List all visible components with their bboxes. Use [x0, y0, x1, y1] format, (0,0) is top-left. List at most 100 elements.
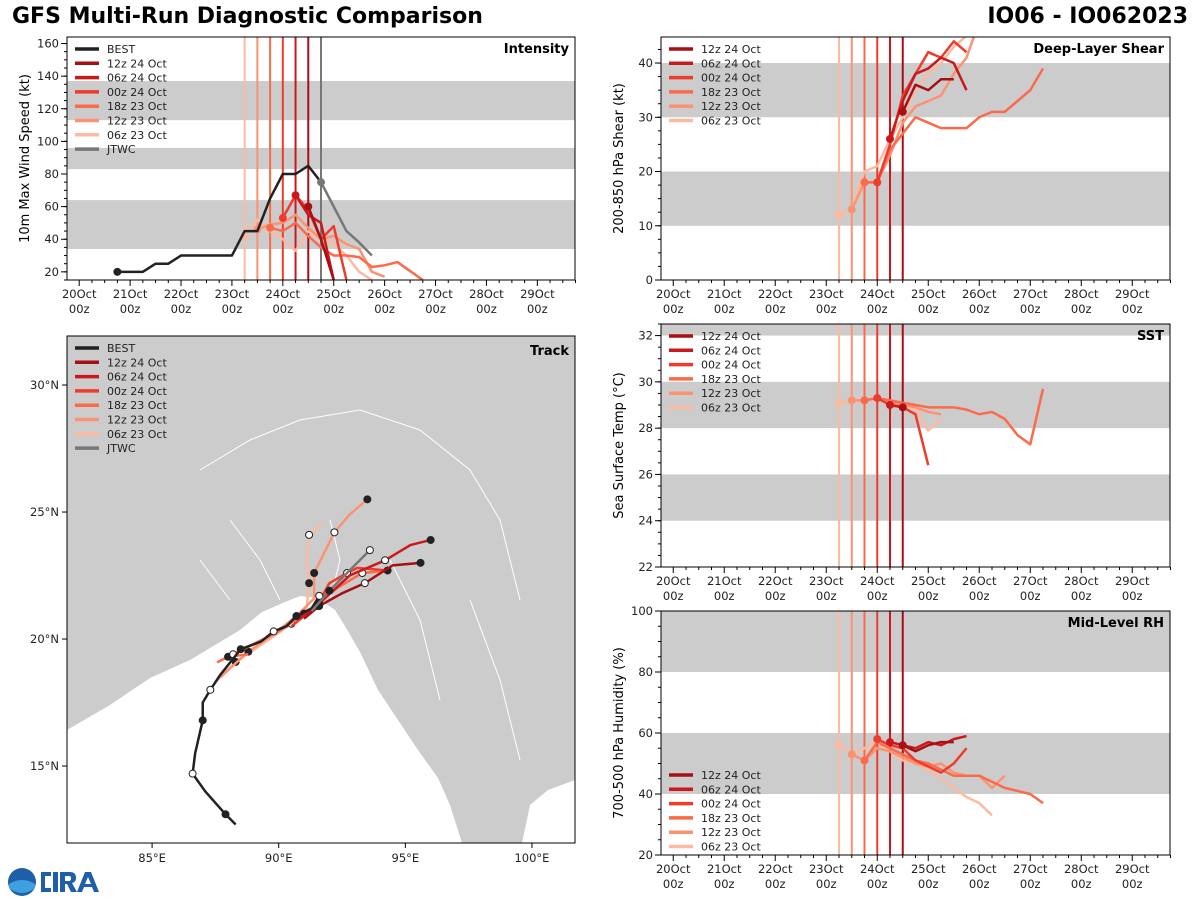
track-point	[269, 627, 278, 636]
y-tick-label: 40	[638, 56, 653, 70]
legend-label-06z-23-oct: 06z 23 Oct	[107, 428, 167, 441]
x-tick-label: 26Oct	[962, 862, 997, 876]
y-tick-label: 100	[37, 134, 59, 148]
x-tick-label: 00z	[867, 877, 888, 891]
init-point-06z-23-oct	[834, 398, 843, 407]
legend-label-00z-24-oct: 00z 24 Oct	[701, 72, 761, 85]
y-tick-label: 40	[638, 787, 653, 801]
legend-label-00z-24-oct: 00z 24 Oct	[701, 798, 761, 811]
x-tick-label: 00z	[272, 302, 293, 316]
x-tick-label: 24Oct	[266, 287, 301, 301]
x-tick-label: 20Oct	[656, 287, 691, 301]
track-point	[188, 769, 197, 778]
init-point-12z-23-oct	[847, 750, 856, 759]
y-axis-label: 200-850 hPa Shear (kt)	[612, 83, 627, 234]
x-tick-label: 25Oct	[911, 862, 946, 876]
x-tick-label: 27Oct	[1013, 574, 1048, 588]
x-tick-label: 00z	[222, 302, 243, 316]
legend-label-06z-24-oct: 06z 24 Oct	[701, 57, 761, 70]
track-point	[360, 579, 369, 588]
legend-label-12z-24-oct: 12z 24 Oct	[701, 769, 761, 782]
y-tick-label: 30°N	[30, 378, 59, 392]
y-tick-label: 22	[638, 560, 653, 574]
x-tick-label: 28Oct	[469, 287, 504, 301]
x-tick-label: 00z	[663, 589, 684, 603]
y-tick-label: 30	[638, 375, 653, 389]
x-tick-label: 28Oct	[1064, 574, 1099, 588]
x-tick-label: 00z	[969, 302, 990, 316]
y-tick-label: 0	[646, 273, 653, 287]
x-tick-label: 20Oct	[62, 287, 97, 301]
x-tick-label: 21Oct	[707, 574, 742, 588]
x-tick-label: 00z	[714, 877, 735, 891]
x-tick-label: 00z	[323, 302, 344, 316]
x-tick-label: 00z	[374, 302, 395, 316]
y-tick-label: 80	[44, 167, 59, 181]
series-06z-24-oct	[888, 56, 968, 140]
init-point-06z-23-oct	[834, 210, 843, 219]
x-tick-label: 00z	[867, 589, 888, 603]
x-tick-label: 00z	[425, 302, 446, 316]
x-tick-label: 00z	[1122, 302, 1143, 316]
init-point-06z-24-oct	[885, 401, 894, 409]
legend-label-12z-23-oct: 12z 23 Oct	[107, 115, 167, 128]
x-tick-label: 00z	[918, 589, 939, 603]
x-tick-label: 23Oct	[809, 287, 844, 301]
track-point	[426, 535, 435, 544]
plot-area	[661, 611, 1170, 855]
y-axis-label: 700-500 hPa Humidity (%)	[612, 647, 627, 819]
legend-label-12z-24-oct: 12z 24 Oct	[107, 57, 167, 70]
x-tick-label: 00z	[867, 302, 888, 316]
init-point-06z-24-oct	[885, 738, 894, 747]
x-tick-label: 85°E	[138, 851, 166, 865]
y-tick-label: 60	[638, 726, 653, 740]
init-point-12z-23-oct	[847, 205, 856, 214]
y-tick-label: 160	[37, 37, 59, 51]
x-tick-label: 00z	[918, 302, 939, 316]
x-tick-label: 00z	[918, 877, 939, 891]
track-point	[305, 530, 314, 539]
legend-label-12z-23-oct: 12z 23 Oct	[701, 100, 761, 113]
x-tick-label: 22Oct	[758, 574, 793, 588]
track-point	[325, 586, 334, 595]
series-18z-23-oct	[864, 67, 1045, 184]
series-12z-24-oct	[902, 740, 954, 753]
panel-title: Intensity	[504, 42, 570, 57]
track-point	[198, 716, 207, 725]
legend-label-06z-23-oct: 06z 23 Oct	[701, 402, 761, 415]
init-point-00z-24-oct	[278, 214, 287, 223]
track-point	[221, 810, 230, 819]
init-point-jtwc	[317, 178, 325, 187]
legend-label-best: BEST	[107, 342, 135, 355]
y-tick-label: 26	[638, 467, 653, 481]
x-tick-label: 28Oct	[1064, 287, 1099, 301]
y-tick-label: 20	[638, 165, 653, 179]
series-06z-23-oct	[838, 37, 968, 217]
x-tick-label: 28Oct	[1064, 862, 1099, 876]
legend-label-18z-23-oct: 18z 23 Oct	[701, 373, 761, 386]
x-tick-label: 00z	[1122, 589, 1143, 603]
x-tick-label: 00z	[969, 877, 990, 891]
y-tick-label: 140	[37, 69, 59, 83]
x-tick-label: 00z	[714, 589, 735, 603]
y-tick-label: 80	[638, 665, 653, 679]
legend-label-06z-24-oct: 06z 24 Oct	[107, 371, 167, 384]
init-point-12z-24-oct	[898, 741, 907, 750]
y-tick-label: 20°N	[30, 632, 59, 646]
andaman-sea	[522, 780, 575, 843]
series-12z-24-oct	[901, 78, 954, 113]
threshold-band	[661, 171, 1170, 226]
x-tick-label: 20Oct	[656, 862, 691, 876]
x-tick-label: 00z	[1071, 302, 1092, 316]
x-tick-label: 00z	[816, 877, 837, 891]
cira-logo	[8, 868, 99, 896]
x-tick-label: 00z	[476, 302, 497, 316]
y-tick-label: 60	[44, 200, 59, 214]
x-tick-label: 00z	[765, 877, 786, 891]
track-jtwc	[310, 549, 371, 612]
x-tick-label: 22Oct	[758, 287, 793, 301]
legend-label-06z-24-oct: 06z 24 Oct	[701, 783, 761, 796]
legend-label-12z-23-oct: 12z 23 Oct	[701, 826, 761, 839]
